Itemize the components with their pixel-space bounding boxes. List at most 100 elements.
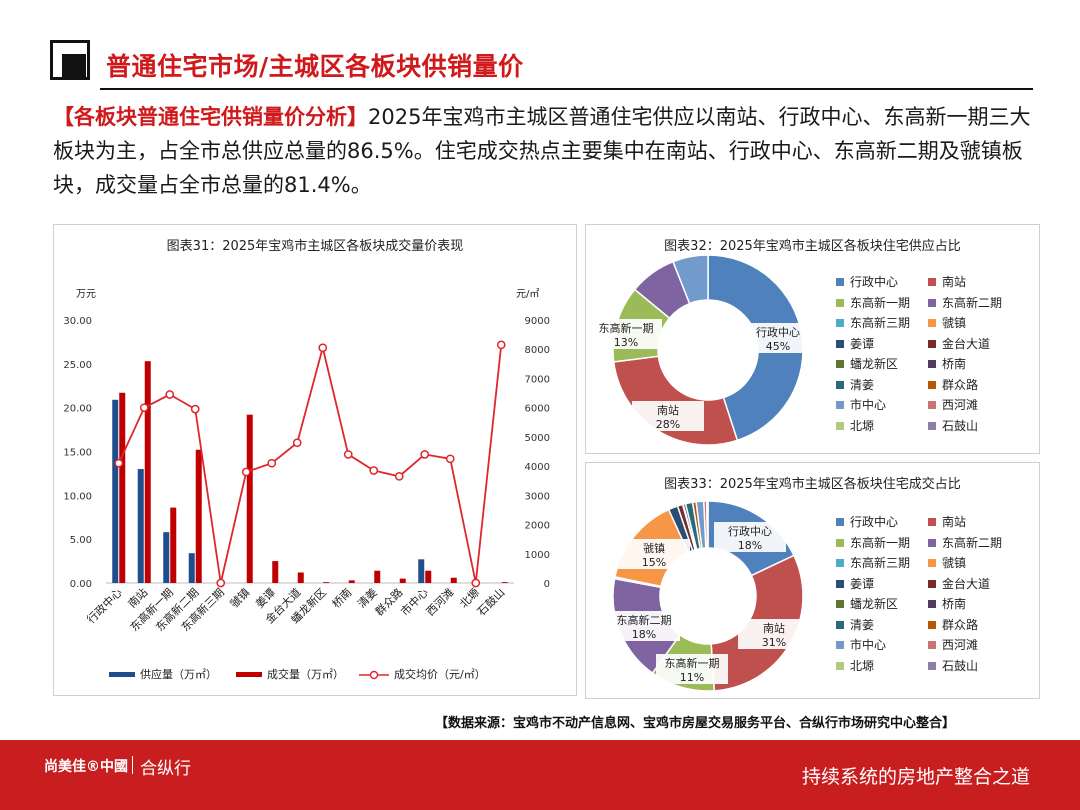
donut-label-percent: 28% xyxy=(656,418,680,431)
legend-item: 西河滩 xyxy=(928,396,978,413)
y-right-tick-label: 8000 xyxy=(525,345,550,356)
x-tick-label: 群众路 xyxy=(372,585,405,618)
legend-label: 北塬 xyxy=(850,658,875,673)
legend-swatch xyxy=(928,278,936,286)
brand-divider xyxy=(132,756,133,774)
donut-label-name: 虢镇 xyxy=(643,541,665,555)
legend-item: 东高新一期 xyxy=(836,294,910,311)
donut-label-bg xyxy=(738,619,810,649)
legend-swatch xyxy=(836,339,844,348)
legend-label: 行政中心 xyxy=(850,275,899,289)
legend-swatch xyxy=(836,600,844,608)
legend-item: 北塬 xyxy=(836,657,874,674)
legend-swatch xyxy=(836,401,844,409)
legend-swatch xyxy=(928,600,936,608)
price-point-1 xyxy=(139,403,149,413)
legend-label: 虢镇 xyxy=(942,556,967,570)
chart-33-title: 图表33：2025年宝鸡市主城区各板块住宅成交占比 xyxy=(664,477,961,492)
y-right-tick-label: 5000 xyxy=(525,433,550,444)
donut-label-name: 东高新一期 xyxy=(599,321,654,335)
legend-label: 清姜 xyxy=(850,377,875,392)
y-left-tick-label: 0.00 xyxy=(70,579,92,590)
legend-label: 南站 xyxy=(942,515,967,529)
legend-item: 行政中心 xyxy=(836,273,898,290)
x-tick-label: 行政中心 xyxy=(84,585,125,626)
donut-label-percent: 15% xyxy=(642,556,666,569)
legend-label: 西河滩 xyxy=(942,638,979,652)
sales-bar-15 xyxy=(501,582,508,583)
legend-swatch xyxy=(836,380,844,389)
price-line xyxy=(117,344,503,584)
legend-swatch xyxy=(836,641,844,649)
y-left-tick-label: 30.00 xyxy=(63,316,92,327)
supply-bar-2 xyxy=(163,532,170,583)
sales-bar-9 xyxy=(348,580,355,583)
legend-swatch xyxy=(928,661,936,670)
brand-logo-partner: 合纵行 xyxy=(140,759,191,779)
legend-item: 蟠龙新区 xyxy=(836,595,898,612)
legend-item: 姜谭 xyxy=(836,575,874,592)
legend-item: 西河滩 xyxy=(928,636,978,653)
legend-supply-label: 供应量（万㎡） xyxy=(140,667,217,681)
legend-swatch xyxy=(928,641,936,649)
y-left-tick-label: 25.00 xyxy=(63,360,92,371)
price-point-14 xyxy=(471,578,481,588)
donut-label-name: 南站 xyxy=(657,403,679,417)
legend-swatch xyxy=(928,401,936,409)
price-point-10 xyxy=(369,466,379,475)
donut-slice-15 xyxy=(706,500,709,549)
donut-label-bg xyxy=(632,401,704,431)
legend-swatch xyxy=(928,421,936,430)
legend-swatch xyxy=(928,298,936,307)
y-right-tick-label: 4000 xyxy=(525,462,550,473)
donut-label-percent: 18% xyxy=(632,628,656,641)
y-right-tick-label: 7000 xyxy=(525,374,550,385)
y-right-tick-label: 0 xyxy=(544,579,550,590)
donut-label-percent: 13% xyxy=(614,336,638,349)
sales-bar-3 xyxy=(195,449,202,583)
legend-swatch xyxy=(928,620,936,629)
legend-swatch xyxy=(928,339,936,348)
chart-33-panel: 图表33：2025年宝鸡市主城区各板块住宅成交占比 行政中心 18% 南站 31% 东高… xyxy=(585,462,1040,699)
legend-swatch xyxy=(928,380,936,389)
legend-label: 南站 xyxy=(942,275,967,289)
donut-label-name: 东高新二期 xyxy=(617,613,672,627)
donut-slice-1 xyxy=(612,355,739,446)
donut-label-bg xyxy=(714,522,786,552)
legend-swatch xyxy=(928,360,936,368)
legend-label: 石鼓山 xyxy=(942,418,979,433)
legend-label: 东高新二期 xyxy=(942,535,1003,550)
y-left-tick-label: 15.00 xyxy=(63,448,92,459)
footer-slogan: 持续系统的房地产整合之道 xyxy=(801,766,1030,788)
legend-item: 清姜 xyxy=(836,376,874,393)
supply-bar-1 xyxy=(137,469,144,583)
legend-label: 石鼓山 xyxy=(942,658,979,673)
supply-bar-12 xyxy=(418,559,425,583)
y-right-unit-label: 元/㎡ xyxy=(516,288,539,300)
price-point-13 xyxy=(445,454,455,464)
legend-item: 姜谭 xyxy=(836,335,874,352)
sales-bar-8 xyxy=(323,582,330,583)
price-point-7 xyxy=(292,438,302,448)
price-point-4 xyxy=(216,578,226,588)
y-left-unit-label: 万元 xyxy=(76,289,96,300)
legend-label: 桥南 xyxy=(942,597,967,611)
donut-label-percent: 18% xyxy=(738,539,762,552)
chart-31-panel: 图表31：2025年宝鸡市主城区各板块成交量价表现 万元 元/㎡ 0.00 5.00 1… xyxy=(53,224,577,696)
x-tick-label: 市中心 xyxy=(398,585,431,618)
donut-label-bg xyxy=(590,319,662,349)
summary-paragraph: 【各板块普通住宅供销量价分析】2025年宝鸡市主城区普通住宅供应以南站、行政中心… xyxy=(53,100,1043,202)
data-source-note: 【数据来源：宝鸡市不动产信息网、宝鸡市房屋交易服务平台、合纵行市场研究中心整合】 xyxy=(435,716,956,731)
donut-label-percent: 11% xyxy=(680,671,704,684)
price-point-9 xyxy=(343,450,353,459)
y-right-tick-label: 1000 xyxy=(525,550,550,561)
legend-item: 东高新二期 xyxy=(928,294,1002,311)
donut-label-percent: 45% xyxy=(766,340,790,353)
sales-bar-12 xyxy=(425,570,432,583)
price-point-15 xyxy=(496,340,506,350)
y-right-tick-label: 2000 xyxy=(525,521,550,532)
